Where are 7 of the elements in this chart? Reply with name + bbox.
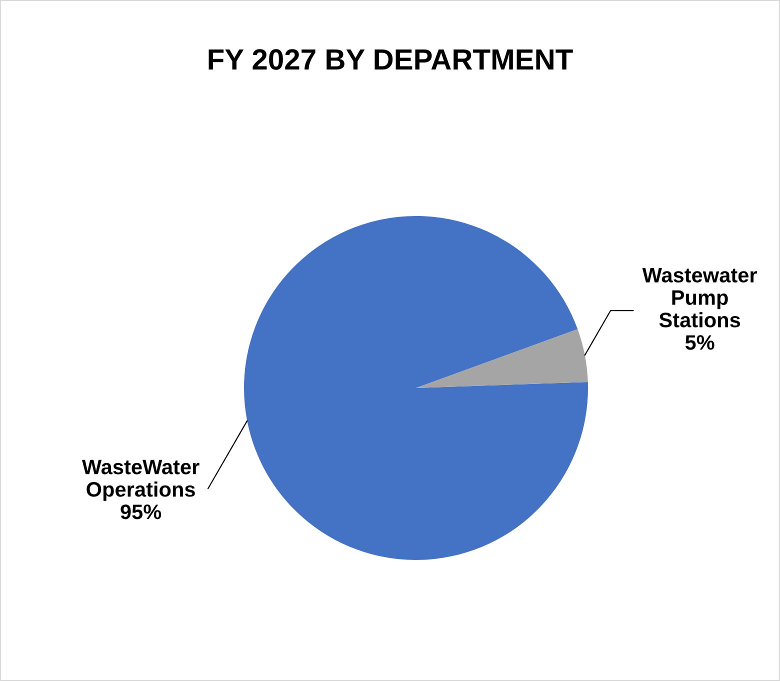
- pie-slice: [244, 216, 588, 560]
- slice-label: WasteWater Operations: [82, 460, 200, 501]
- pie-slice: [416, 329, 588, 388]
- data-label: 5%: [685, 335, 714, 350]
- slice-label: Wastewater Pump Stations: [642, 268, 757, 328]
- chart-title: FY 2027 BY DEPARTMENT: [208, 49, 573, 70]
- data-label: 95%: [120, 504, 162, 520]
